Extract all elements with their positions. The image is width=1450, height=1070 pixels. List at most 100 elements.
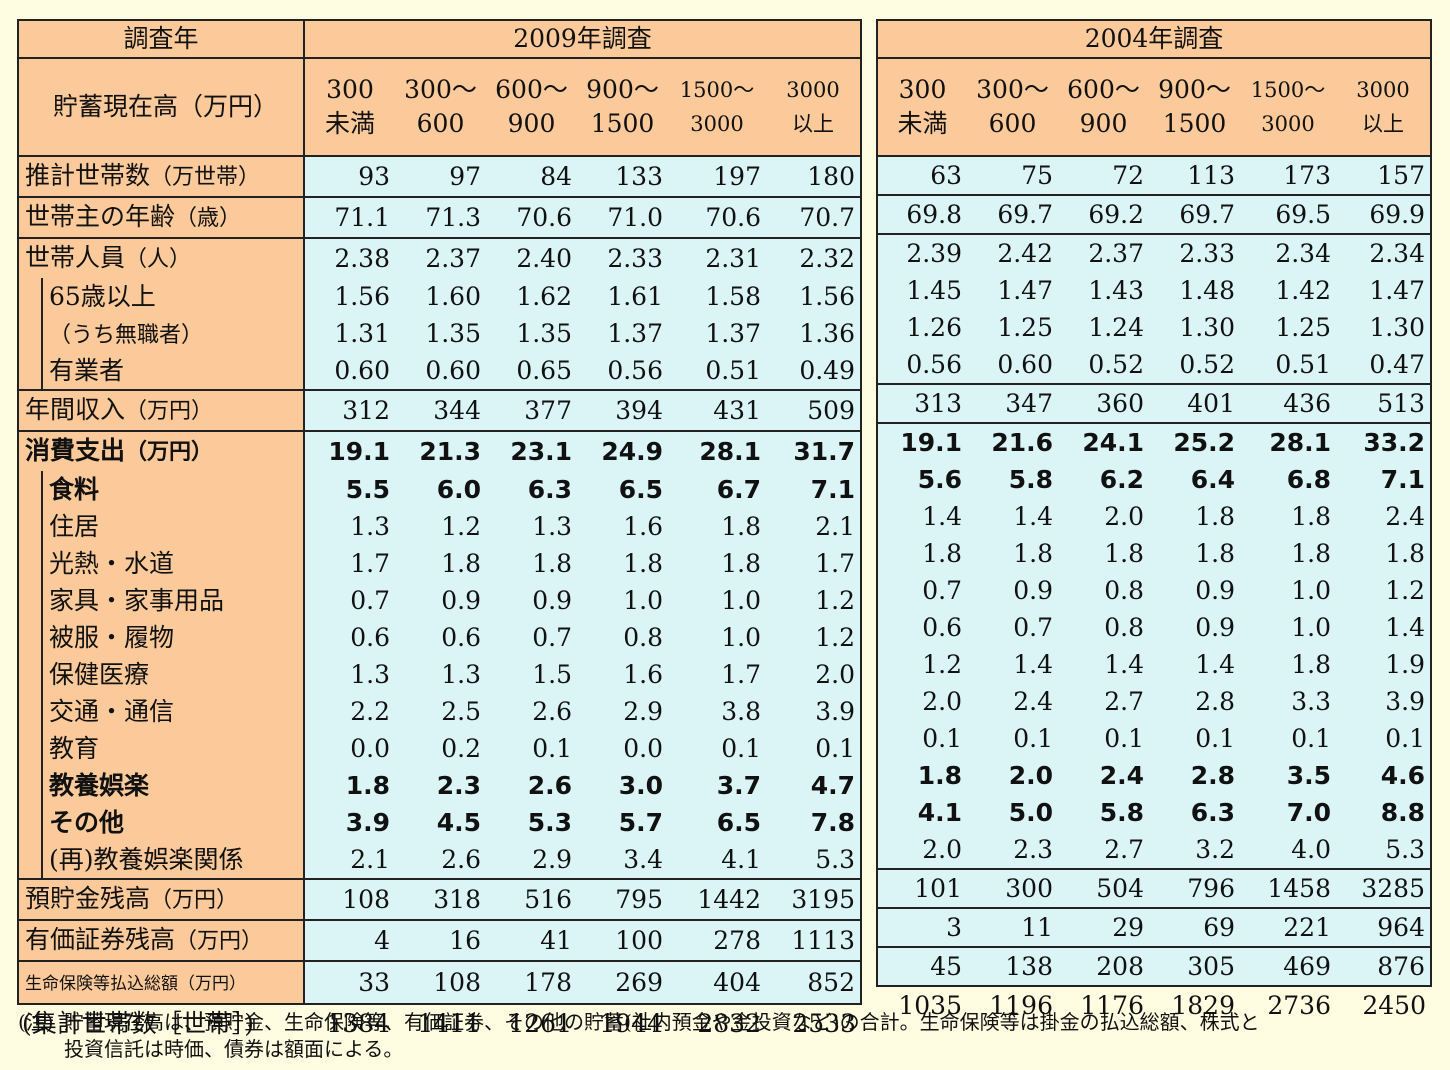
value-cell-2004: 2.4 bbox=[1058, 757, 1149, 794]
value-cell-2009: 5.7 bbox=[577, 804, 668, 841]
footnote-line-2: 投資信託は時価、債券は額面による。 bbox=[64, 1037, 404, 1061]
table-row: 5.6 5.8 6.2 6.4 6.8 7.1 bbox=[876, 461, 1432, 498]
value-cell-2004: 1.25 bbox=[1240, 309, 1336, 346]
value-cell-2004: 796 bbox=[1149, 868, 1240, 909]
bracket-bottom: 900 bbox=[507, 109, 556, 138]
table-2009: 調査年 2009年調査 貯蓄現在高（万円） 300 未満 300～ 600 600～ 900 90… bbox=[17, 19, 862, 1042]
value-cell-2009: 0.1 bbox=[668, 730, 766, 767]
table-row: 0.1 0.1 0.1 0.1 0.1 0.1 bbox=[876, 720, 1432, 757]
value-cell-2004: 3.9 bbox=[1336, 683, 1432, 720]
value-cell-2009: 1.2 bbox=[395, 508, 486, 545]
value-cell-2009: 4.7 bbox=[766, 767, 862, 804]
value-cell-2004: 69.7 bbox=[967, 194, 1058, 235]
value-cell-2004: 4.0 bbox=[1240, 831, 1336, 870]
table-row: 2.0 2.4 2.7 2.8 3.3 3.9 bbox=[876, 683, 1432, 720]
value-cell-2009: 394 bbox=[577, 389, 668, 432]
value-cell-2004: 469 bbox=[1240, 946, 1336, 987]
value-cell-2004: 3.3 bbox=[1240, 683, 1336, 720]
value-cell-2004: 0.1 bbox=[1058, 720, 1149, 757]
bracket-top: 600～ bbox=[1067, 75, 1140, 104]
value-cell-2009: 6.5 bbox=[577, 471, 668, 508]
bracket-header: 600～ 900 bbox=[1058, 57, 1149, 157]
value-cell-2009: 0.51 bbox=[668, 352, 766, 391]
value-cell-2004: 5.3 bbox=[1336, 831, 1432, 870]
value-cell-2009: 1.6 bbox=[577, 508, 668, 545]
value-cell-2004: 69.8 bbox=[876, 194, 967, 235]
total-cell-2004: 2736 bbox=[1267, 991, 1331, 1020]
value-cell-2009: 6.7 bbox=[668, 471, 766, 508]
total-cell-2004: 2450 bbox=[1362, 991, 1426, 1020]
row-label-text: (再)教養娯楽関係 bbox=[49, 845, 244, 874]
value-cell-2004: 436 bbox=[1240, 383, 1336, 424]
value-cell-2004: 0.52 bbox=[1058, 346, 1149, 385]
bracket-header: 3000 以上 bbox=[766, 57, 862, 157]
row-label: 被服・履物 bbox=[17, 619, 305, 656]
value-cell-2004: 5.6 bbox=[876, 461, 967, 498]
value-cell-2009: 1.6 bbox=[577, 656, 668, 693]
value-cell-2004: 5.0 bbox=[967, 794, 1058, 831]
totals-row-2009: (集計世帯数［世帯］) 1384 1411 1261 1944 2832 2533 bbox=[18, 1004, 861, 1042]
footnote-line-1: 貯蓄現在高は、預貯金、生命保険等、有価証券、その他の貯蓄(社内預金や金投資など)… bbox=[64, 1010, 1260, 1034]
value-cell-2004: 1.4 bbox=[1058, 646, 1149, 683]
value-cell-2004: 6.8 bbox=[1240, 461, 1336, 498]
value-cell-2009: 1.56 bbox=[766, 278, 862, 315]
value-cell-2009: 70.6 bbox=[486, 196, 577, 239]
value-cell-2004: 33.2 bbox=[1336, 422, 1432, 461]
value-cell-2009: 1.7 bbox=[303, 545, 395, 582]
value-cell-2009: 93 bbox=[303, 155, 395, 198]
value-cell-2009: 0.60 bbox=[303, 352, 395, 391]
value-cell-2009: 7.8 bbox=[766, 804, 862, 841]
value-cell-2009: 0.0 bbox=[303, 730, 395, 767]
row-unit: （万円） bbox=[150, 888, 239, 913]
value-cell-2004: 300 bbox=[967, 868, 1058, 909]
header-row-brackets-2004: 300 未満 300～ 600 600～ 900 900～ 1500 1500～ 3000 3000… bbox=[876, 57, 1432, 157]
value-cell-2009: 1.3 bbox=[303, 656, 395, 693]
value-cell-2004: 8.8 bbox=[1336, 794, 1432, 831]
value-cell-2009: 108 bbox=[303, 878, 395, 921]
row-label: (再)教養娯楽関係 bbox=[17, 841, 305, 880]
value-cell-2009: 3.0 bbox=[577, 767, 668, 804]
value-cell-2004: 504 bbox=[1058, 868, 1149, 909]
value-cell-2004: 2.34 bbox=[1336, 233, 1432, 272]
value-cell-2004: 1.8 bbox=[967, 535, 1058, 572]
table-row: 1.2 1.4 1.4 1.4 1.8 1.9 bbox=[876, 646, 1432, 683]
value-cell-2009: 1113 bbox=[766, 919, 862, 962]
row-unit: （人） bbox=[125, 247, 192, 272]
value-cell-2004: 305 bbox=[1149, 946, 1240, 987]
bracket-top: 1500～ bbox=[1250, 78, 1326, 102]
value-cell-2004: 3.2 bbox=[1149, 831, 1240, 870]
table-row: （うち無職者） 1.31 1.35 1.35 1.37 1.37 1.36 bbox=[17, 315, 862, 352]
value-cell-2009: 312 bbox=[303, 389, 395, 432]
row-label-inner: 保健医療 bbox=[41, 656, 302, 693]
value-cell-2004: 221 bbox=[1240, 907, 1336, 948]
value-cell-2004: 1.8 bbox=[876, 757, 967, 794]
header-row-years: 調査年 2009年調査 bbox=[17, 19, 862, 59]
value-cell-2009: 5.3 bbox=[486, 804, 577, 841]
table-row: 家具・家事用品 0.7 0.9 0.9 1.0 1.0 1.2 bbox=[17, 582, 862, 619]
row-label: 65歳以上 bbox=[17, 278, 305, 315]
value-cell-2009: 133 bbox=[577, 155, 668, 198]
value-cell-2004: 1.4 bbox=[967, 646, 1058, 683]
value-cell-2004: 2.7 bbox=[1058, 683, 1149, 720]
bracket-top: 300～ bbox=[404, 75, 477, 104]
value-cell-2009: 1.58 bbox=[668, 278, 766, 315]
bracket-bottom: 600 bbox=[416, 109, 465, 138]
value-cell-2004: 0.1 bbox=[1149, 720, 1240, 757]
value-cell-2004: 1.8 bbox=[1240, 498, 1336, 535]
row-label: 家具・家事用品 bbox=[17, 582, 305, 619]
value-cell-2004: 0.6 bbox=[876, 609, 967, 646]
value-cell-2009: 1.62 bbox=[486, 278, 577, 315]
table-row: 0.6 0.7 0.8 0.9 1.0 1.4 bbox=[876, 609, 1432, 646]
value-cell-2004: 513 bbox=[1336, 383, 1432, 424]
row-label: 教養娯楽 bbox=[17, 767, 305, 804]
value-cell-2004: 173 bbox=[1240, 155, 1336, 196]
value-cell-2004: 1.30 bbox=[1336, 309, 1432, 346]
value-cell-2009: 0.1 bbox=[486, 730, 577, 767]
value-cell-2009: 0.7 bbox=[303, 582, 395, 619]
value-cell-2004: 1.8 bbox=[1149, 498, 1240, 535]
value-cell-2009: 852 bbox=[766, 960, 862, 1005]
value-cell-2004: 2.0 bbox=[967, 757, 1058, 794]
value-cell-2004: 2.42 bbox=[967, 233, 1058, 272]
row-unit: （万円） bbox=[178, 974, 246, 994]
table-row: 有業者 0.60 0.60 0.65 0.56 0.51 0.49 bbox=[17, 352, 862, 391]
